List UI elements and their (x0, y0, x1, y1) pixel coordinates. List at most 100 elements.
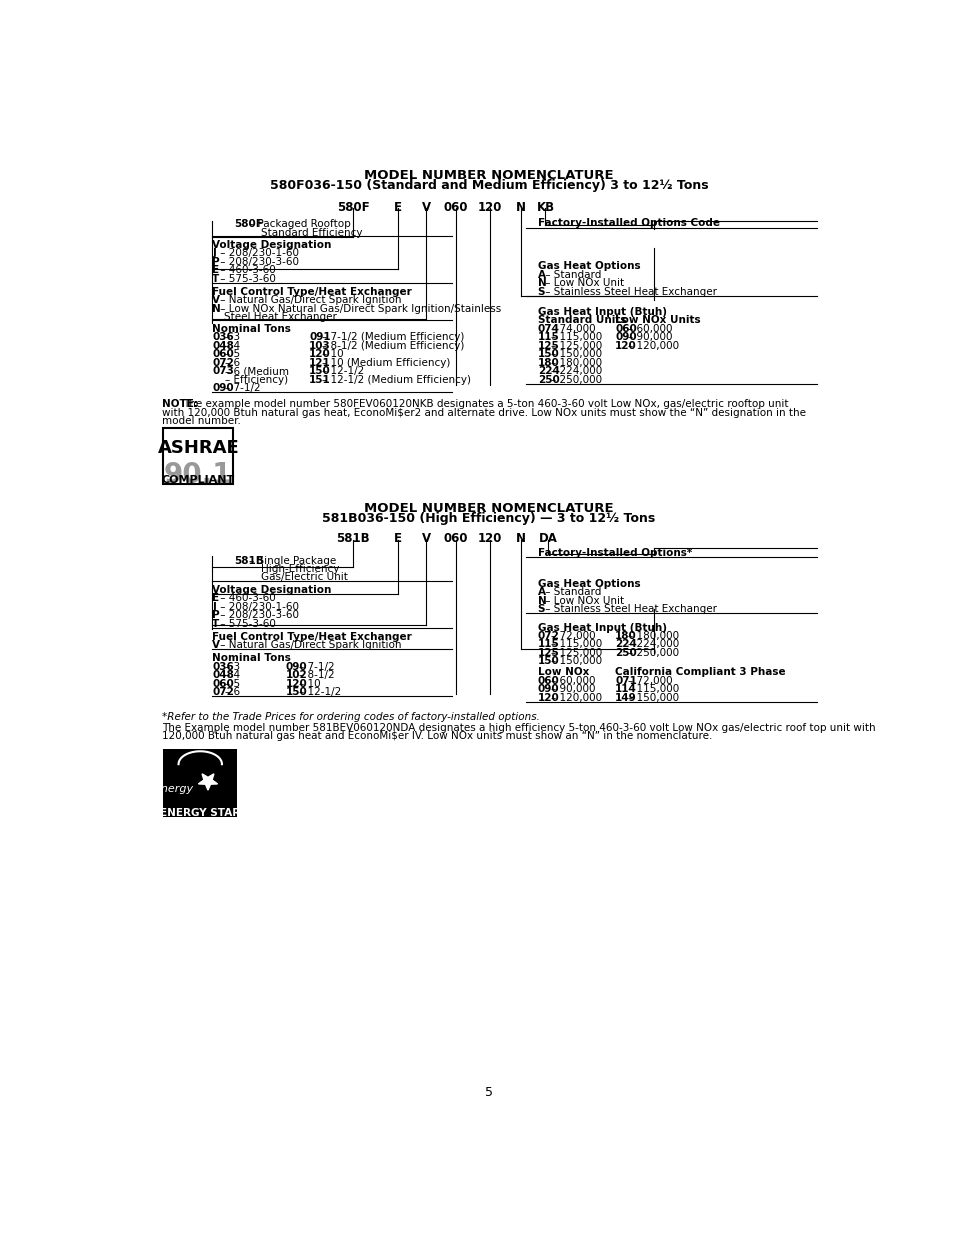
Text: 036: 036 (212, 662, 233, 672)
Text: – 6 (Medium: – 6 (Medium (225, 366, 289, 377)
Text: – 180,000: – 180,000 (628, 631, 679, 641)
Text: P: P (212, 257, 219, 267)
Text: – Natural Gas/Direct Spark Ignition: – Natural Gas/Direct Spark Ignition (216, 295, 401, 305)
Text: Gas Heat Input (Btuh): Gas Heat Input (Btuh) (537, 306, 666, 317)
Text: – 7-1/2: – 7-1/2 (298, 662, 335, 672)
Text: Gas Heat Options: Gas Heat Options (537, 262, 639, 272)
Text: – Single Package: – Single Package (249, 556, 336, 566)
Text: – 150,000: – 150,000 (628, 693, 679, 703)
Text: – 115,000: – 115,000 (550, 332, 601, 342)
Text: 048: 048 (212, 341, 233, 351)
Text: – 12-1/2: – 12-1/2 (298, 687, 341, 698)
Text: 036: 036 (212, 332, 233, 342)
Text: 125: 125 (537, 341, 558, 351)
Text: 580F: 580F (233, 219, 262, 228)
Text: – 460-3-60: – 460-3-60 (216, 266, 275, 275)
Text: 120: 120 (537, 693, 558, 703)
Text: – 460-3-60: – 460-3-60 (216, 593, 275, 603)
Text: – 120,000: – 120,000 (628, 341, 679, 351)
Text: 115: 115 (537, 332, 558, 342)
Text: Voltage Designation: Voltage Designation (212, 585, 332, 595)
Text: 149: 149 (615, 693, 637, 703)
Text: 114: 114 (615, 684, 637, 694)
Text: 125: 125 (537, 648, 558, 658)
Text: – 150,000: – 150,000 (550, 656, 601, 667)
Text: Factory-Installed Options Code: Factory-Installed Options Code (537, 217, 719, 227)
Text: – 224,000: – 224,000 (628, 640, 679, 650)
Text: E: E (212, 593, 219, 603)
Text: V: V (212, 295, 220, 305)
Text: Low NOx Units: Low NOx Units (615, 315, 700, 325)
FancyBboxPatch shape (163, 429, 233, 484)
Text: 581B: 581B (233, 556, 263, 566)
Text: Steel Heat Exchanger: Steel Heat Exchanger (224, 312, 336, 322)
Text: Factory-Installed Options*: Factory-Installed Options* (537, 548, 691, 558)
Text: The Example model number 581BEV060120NDA designates a high efficiency 5-ton 460-: The Example model number 581BEV060120NDA… (162, 722, 875, 732)
Text: – 10 (Medium Efficiency): – 10 (Medium Efficiency) (322, 358, 450, 368)
Text: – Low NOx Natural Gas/Direct Spark Ignition/Stainless: – Low NOx Natural Gas/Direct Spark Ignit… (216, 304, 500, 314)
Text: – 5: – 5 (225, 679, 240, 689)
Text: – 115,000: – 115,000 (628, 684, 679, 694)
Text: 250: 250 (615, 648, 637, 658)
Text: 120,000 Btuh natural gas heat and EconoMi$er IV. Low NOx units must show an “N” : 120,000 Btuh natural gas heat and EconoM… (162, 731, 712, 741)
Text: – Standard: – Standard (542, 270, 601, 280)
Text: – Stainless Steel Heat Exchanger: – Stainless Steel Heat Exchanger (542, 604, 717, 614)
Text: – 115,000: – 115,000 (550, 640, 601, 650)
Text: Gas Heat Options: Gas Heat Options (537, 579, 639, 589)
Text: 060: 060 (443, 532, 467, 546)
Text: – 125,000: – 125,000 (550, 648, 601, 658)
Text: 060: 060 (212, 679, 233, 689)
Text: – 224,000: – 224,000 (550, 366, 601, 377)
Text: Gas Heat Input (Btuh): Gas Heat Input (Btuh) (537, 622, 666, 632)
Text: – 60,000: – 60,000 (550, 676, 595, 685)
Text: – Packaged Rooftop: – Packaged Rooftop (249, 219, 351, 228)
Text: – 90,000: – 90,000 (550, 684, 595, 694)
Text: Low NOx: Low NOx (537, 667, 589, 677)
Text: 060: 060 (212, 350, 233, 359)
Text: 250: 250 (537, 374, 558, 384)
Text: – Natural Gas/Direct Spark Ignition: – Natural Gas/Direct Spark Ignition (216, 640, 401, 651)
Text: California Compliant 3 Phase: California Compliant 3 Phase (615, 667, 785, 677)
Text: with 120,000 Btuh natural gas heat, EconoMi$er2 and alternate drive. Low NOx uni: with 120,000 Btuh natural gas heat, Econ… (162, 408, 805, 417)
Text: J: J (212, 248, 216, 258)
Text: N: N (516, 532, 525, 546)
Text: – 5: – 5 (225, 350, 240, 359)
Text: – 72,000: – 72,000 (628, 676, 673, 685)
Text: – 575-3-60: – 575-3-60 (216, 619, 275, 629)
Text: – 8-1/2 (Medium Efficiency): – 8-1/2 (Medium Efficiency) (322, 341, 464, 351)
Text: COMPLIANT: COMPLIANT (161, 474, 234, 484)
Text: 120: 120 (286, 679, 307, 689)
Polygon shape (198, 774, 217, 790)
Text: ASHRAE: ASHRAE (157, 440, 239, 457)
Text: Gas/Electric Unit: Gas/Electric Unit (261, 573, 348, 583)
Text: – 150,000: – 150,000 (550, 350, 601, 359)
Text: – 125,000: – 125,000 (550, 341, 601, 351)
Text: – 72,000: – 72,000 (550, 631, 595, 641)
Text: 090: 090 (286, 662, 307, 672)
Text: – 3: – 3 (225, 332, 240, 342)
Text: 120: 120 (477, 532, 501, 546)
Text: – 4: – 4 (225, 671, 240, 680)
Text: 150: 150 (286, 687, 307, 698)
Text: – 7-1/2: – 7-1/2 (225, 383, 261, 393)
Text: 091: 091 (309, 332, 331, 342)
FancyBboxPatch shape (163, 748, 236, 806)
Text: 580F036-150 (Standard and Medium Efficiency) 3 to 12½ Tons: 580F036-150 (Standard and Medium Efficie… (270, 179, 707, 191)
Text: P: P (212, 610, 219, 620)
Text: – 208/230-1-60: – 208/230-1-60 (216, 248, 298, 258)
Text: A: A (537, 587, 545, 597)
Text: – 10: – 10 (322, 350, 344, 359)
Text: – 575-3-60: – 575-3-60 (216, 274, 275, 284)
Text: – 7-1/2 (Medium Efficiency): – 7-1/2 (Medium Efficiency) (322, 332, 464, 342)
Text: – Efficiency): – Efficiency) (225, 374, 288, 384)
Text: A: A (537, 270, 545, 280)
Text: 120: 120 (615, 341, 637, 351)
Text: 115: 115 (537, 640, 558, 650)
Text: – 12-1/2 (Medium Efficiency): – 12-1/2 (Medium Efficiency) (322, 374, 471, 384)
Text: 102: 102 (286, 671, 307, 680)
Text: 150: 150 (537, 350, 558, 359)
Text: 060: 060 (537, 676, 558, 685)
Text: S: S (537, 287, 545, 296)
Text: 072: 072 (537, 631, 559, 641)
Text: 090: 090 (537, 684, 558, 694)
